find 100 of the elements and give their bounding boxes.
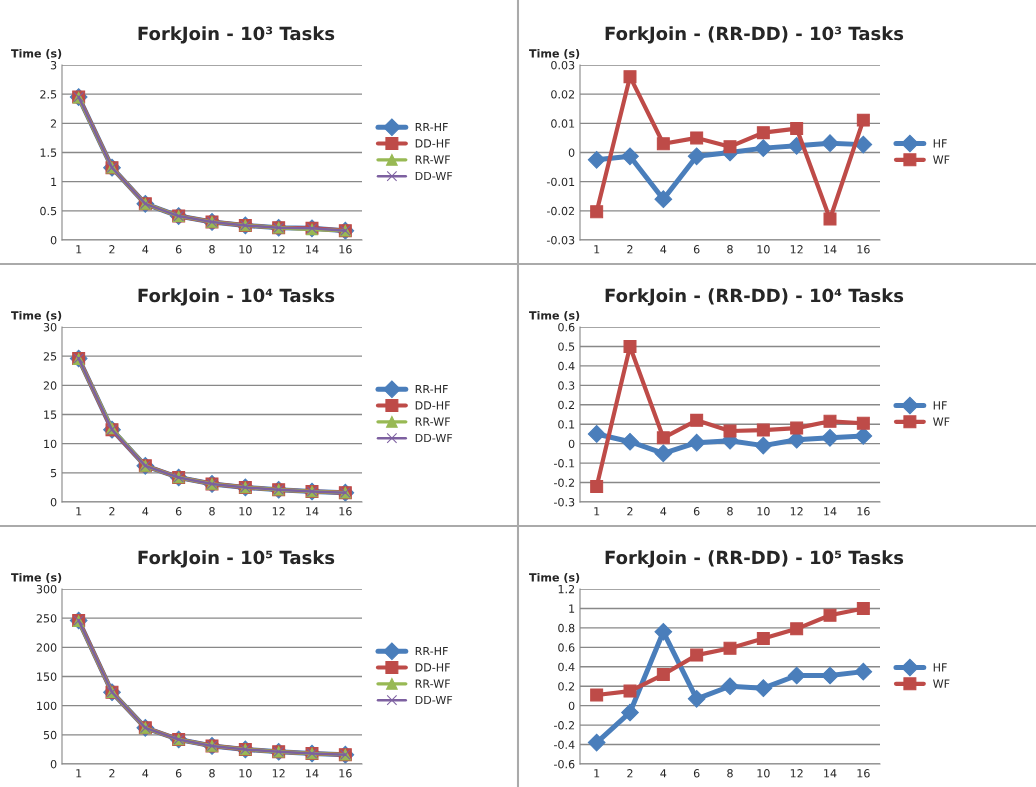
legend-label: DD-HF [415,401,450,410]
legend-label: HF [933,139,947,148]
x-tick-label: 12 [790,245,803,254]
y-tick-label: 0 [50,497,57,507]
y-tick-label: 150 [37,672,57,681]
legend-label: RR-HF [415,385,448,394]
x-tick-label: 10 [239,507,252,516]
y-tick-label: 0.1 [558,420,575,429]
x-tick-label: 16 [339,769,352,778]
x-tick-label: 6 [175,769,182,778]
x-tick-label: 1 [594,507,600,516]
x-tick-label: 14 [306,507,319,516]
x-tick-label: 16 [857,245,870,254]
x-tick-label: 8 [727,245,733,254]
x-tick-label: 10 [757,507,770,516]
y-tick-label: 0.2 [558,682,575,691]
legend-label: DD-WF [415,433,453,443]
chart-title: ForkJoin - 10⁴ Tasks [138,288,335,306]
x-tick-label: 12 [272,769,285,778]
y-tick-label: 0 [568,148,575,157]
y-tick-label: 20 [43,381,57,390]
x-tick-label: 2 [109,507,115,516]
x-tick-label: 8 [727,507,733,516]
legend-label: HF [933,663,947,672]
x-tick-label: 6 [693,769,700,778]
x-tick-label: 2 [627,769,633,778]
legend-label: WF [933,679,950,688]
y-tick-label: 0.5 [558,342,575,351]
x-tick-label: 1 [594,769,600,778]
legend-label: DD-WF [415,171,453,181]
y-axis-title: Time (s) [529,573,580,583]
x-tick-label: 6 [175,245,182,254]
y-tick-label: 0.6 [558,322,575,332]
x-tick-label: 16 [339,245,352,254]
x-tick-label: 6 [693,507,700,516]
y-tick-label: 1.2 [558,584,575,594]
y-tick-label: 2 [50,119,57,128]
y-tick-label: 0 [568,701,575,711]
y-tick-label: 15 [44,410,57,419]
y-tick-label: 1.5 [40,148,57,157]
x-tick-label: 16 [857,769,870,778]
legend-label: DD-WF [415,695,453,705]
x-tick-label: 10 [239,769,252,778]
y-axis-title: Time (s) [529,49,580,59]
x-tick-label: 14 [824,245,837,254]
x-tick-label: 16 [339,507,352,516]
y-tick-label: 50 [43,730,57,740]
x-tick-label: 6 [175,507,182,516]
y-tick-label: 0.2 [558,400,575,410]
legend-label: DD-HF [415,663,450,672]
y-tick-label: 250 [36,614,57,623]
y-tick-label: 300 [36,584,57,594]
y-tick-label: 10 [44,439,57,449]
x-tick-label: 4 [142,245,149,254]
y-tick-label: 30 [43,322,57,332]
y-tick-label: 100 [37,701,57,711]
y-tick-label: 1 [569,604,575,613]
x-tick-label: 8 [209,507,215,516]
x-tick-label: 1 [76,507,82,516]
y-tick-label: -0.3 [554,497,575,507]
x-tick-label: 14 [824,507,837,516]
x-tick-label: 16 [857,507,870,516]
y-tick-label: 5 [50,468,57,478]
y-tick-label: -0.1 [554,459,575,468]
legend-label: RR-WF [415,417,450,426]
y-tick-label: 200 [36,643,57,652]
x-tick-label: 8 [209,769,215,778]
x-tick-label: 4 [142,507,149,516]
x-tick-label: 4 [660,769,667,778]
y-tick-label: 0 [568,439,575,449]
x-tick-label: 6 [693,245,700,254]
legend-label: DD-HF [415,139,450,148]
x-tick-label: 1 [76,245,82,254]
y-tick-label: 0.02 [551,90,575,99]
y-tick-label: 0.8 [558,623,575,633]
x-tick-label: 2 [627,507,633,516]
legend-label: WF [933,155,950,164]
y-tick-label: 0.03 [551,60,575,70]
x-tick-label: 14 [306,245,319,254]
y-tick-label: -0.02 [546,206,575,216]
y-axis-title: Time (s) [11,49,62,59]
y-tick-label: 0 [50,759,57,769]
x-tick-label: 1 [76,769,82,778]
y-tick-label: 0.01 [551,119,575,128]
legend-label: RR-HF [415,647,448,656]
y-tick-label: 0.6 [558,643,575,652]
legend-label: RR-WF [415,679,450,688]
x-tick-label: 10 [239,245,252,254]
x-tick-label: 8 [727,769,733,778]
x-tick-label: 2 [109,769,115,778]
y-tick-label: 0.4 [558,662,575,672]
legend-label: HF [933,401,947,410]
chart-title: ForkJoin - (RR-DD) - 10³ Tasks [605,26,904,44]
x-tick-label: 14 [824,769,837,778]
x-tick-label: 12 [790,507,803,516]
legend-label: WF [933,417,950,426]
legend-label: RR-HF [415,123,448,132]
y-tick-label: -0.4 [554,740,575,749]
y-tick-label: 1 [51,177,57,186]
y-tick-label: 25 [43,352,57,361]
